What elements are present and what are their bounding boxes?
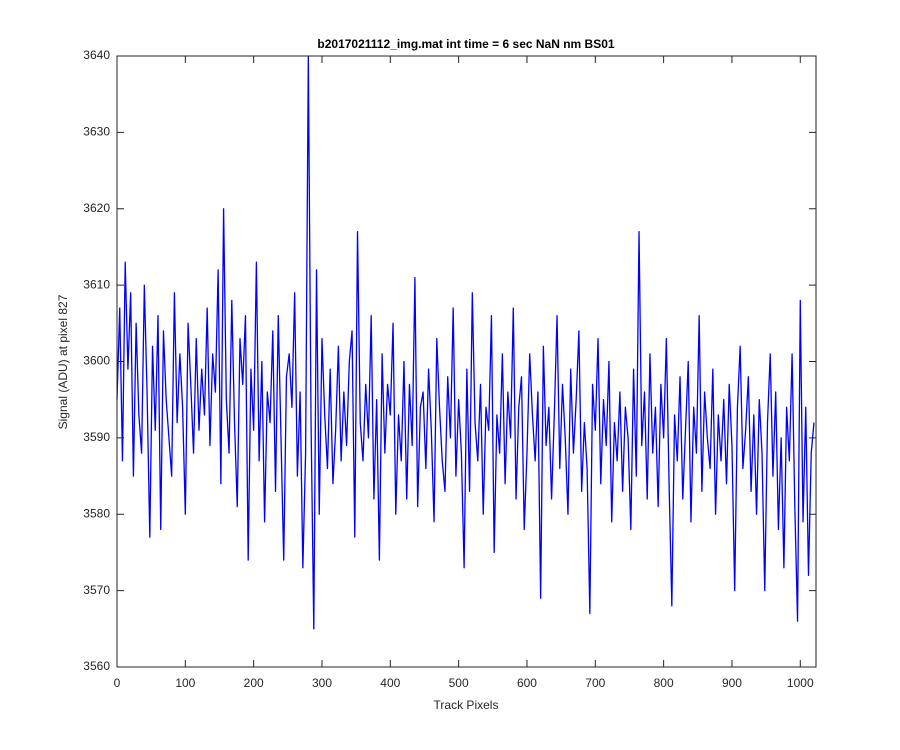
- y-tick-label: 3580: [83, 506, 110, 520]
- x-tick-label: 700: [585, 676, 605, 690]
- x-tick-label: 500: [449, 676, 469, 690]
- y-axis-label: Signal (ADU) at pixel 827: [56, 294, 70, 429]
- data-line: [116, 55, 815, 630]
- x-tick-label: 900: [722, 676, 742, 690]
- y-tick-label: 3560: [83, 659, 110, 673]
- x-tick-label: 600: [517, 676, 537, 690]
- x-tick-label: 200: [244, 676, 264, 690]
- y-tick-label: 3640: [83, 48, 110, 62]
- y-tick-label: 3570: [83, 583, 110, 597]
- y-tick-label: 3630: [83, 125, 110, 139]
- x-tick-label: 1000: [787, 676, 814, 690]
- y-tick-label: 3620: [83, 201, 110, 215]
- y-tick-label: 3590: [83, 430, 110, 444]
- x-axis-label: Track Pixels: [434, 698, 499, 712]
- x-tick-label: 0: [114, 676, 121, 690]
- chart-title: b2017021112_img.mat int time = 6 sec NaN…: [317, 37, 614, 51]
- y-tick-label: 3600: [83, 354, 110, 368]
- x-tick-label: 800: [654, 676, 674, 690]
- y-tick-label: 3610: [83, 277, 110, 291]
- x-tick-label: 400: [380, 676, 400, 690]
- x-tick-label: 100: [175, 676, 195, 690]
- x-tick-label: 300: [312, 676, 332, 690]
